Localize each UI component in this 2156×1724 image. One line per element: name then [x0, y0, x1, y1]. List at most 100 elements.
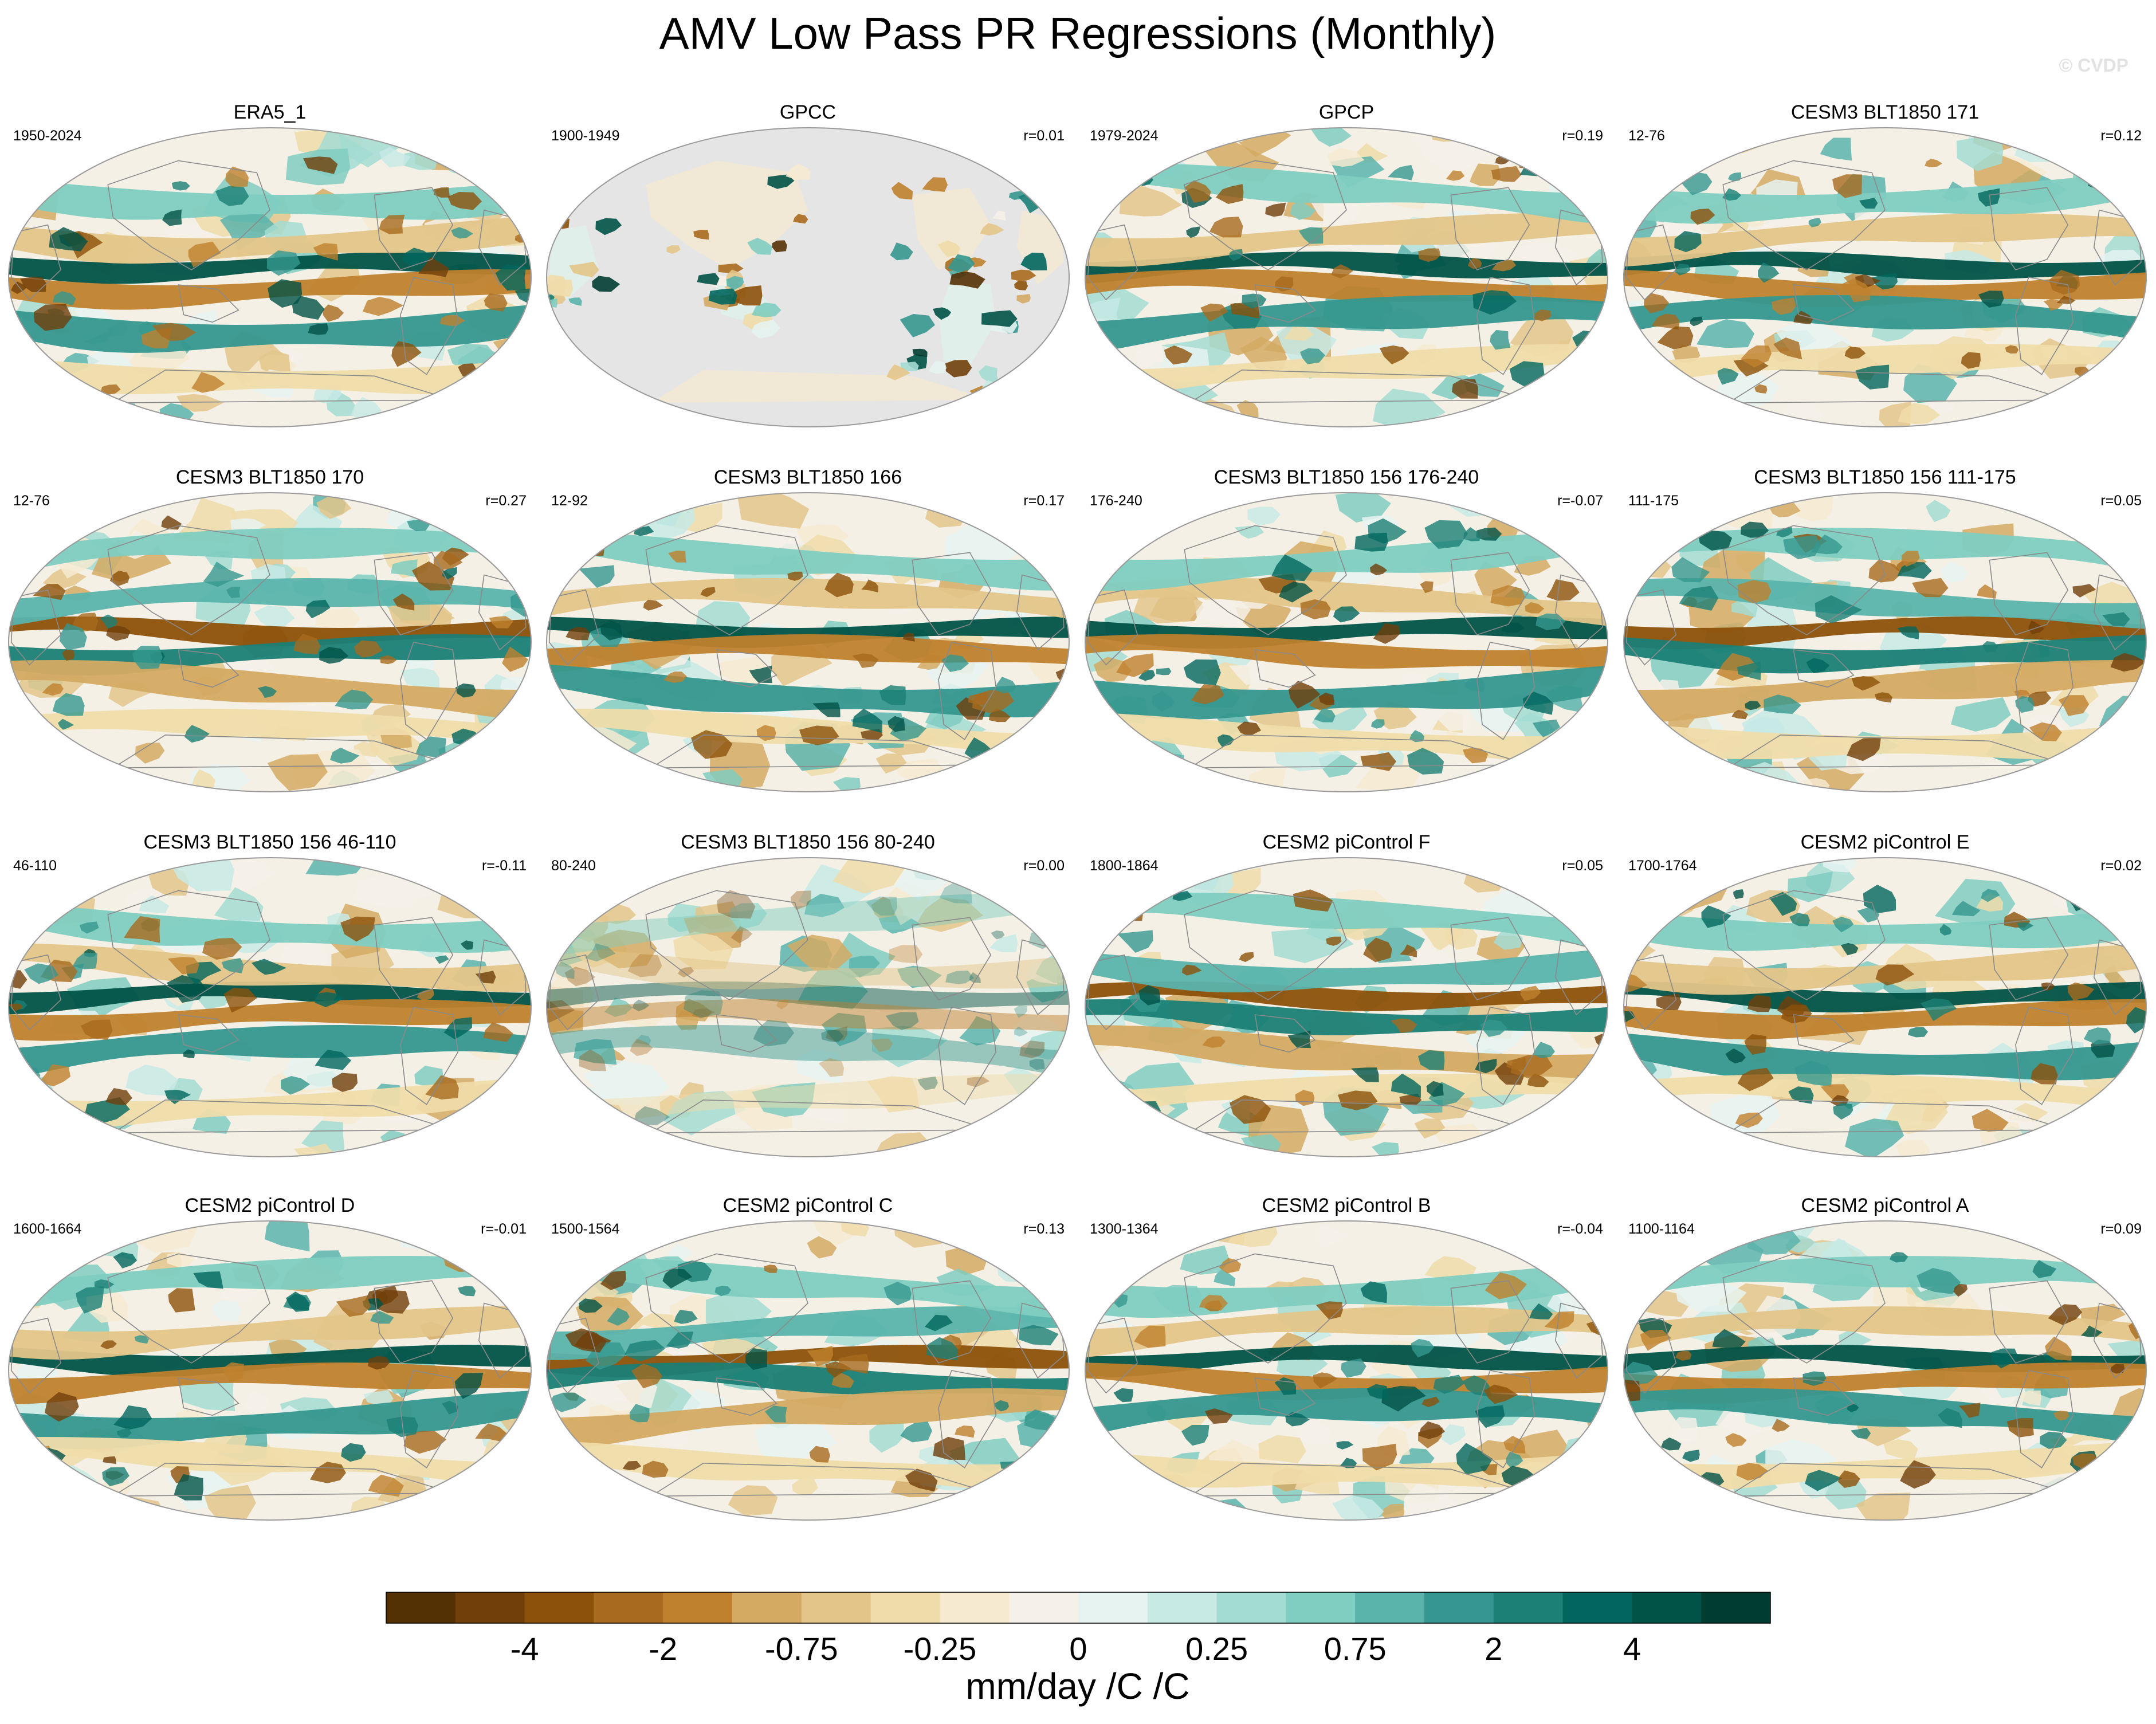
precip-anomaly-blob [1908, 1027, 1929, 1038]
precip-anomaly-blob [1409, 730, 1424, 743]
precip-anomaly-band [9, 1345, 531, 1377]
precip-anomaly-blob [2072, 584, 2096, 598]
precip-anomaly-blob [1113, 1388, 1133, 1403]
precip-anomaly-blob [948, 254, 975, 272]
precip-anomaly-blob [1121, 382, 1134, 392]
coastline [400, 1370, 459, 1468]
precip-anomaly-blob [1991, 1348, 2018, 1369]
map-panel: CESM2 piControl B 1300-1364 r=-0.04 [1085, 1195, 1608, 1521]
precip-anomaly-blob [9, 1496, 44, 1520]
map-outline [1623, 857, 2147, 1157]
precip-anomaly-blob [993, 1400, 1010, 1412]
colorbar-tick-label: -0.75 [765, 1631, 838, 1667]
coastline [107, 160, 270, 270]
precip-anomaly-blob [622, 1460, 642, 1470]
precip-anomaly-blob [1830, 1095, 1849, 1106]
precip-anomaly-blob [889, 945, 923, 964]
precip-anomaly-blob [1820, 1084, 1849, 1100]
coastline [1087, 224, 1138, 301]
precip-anomaly-blob [1624, 1011, 1636, 1025]
precip-anomaly-blob [1228, 249, 1243, 261]
colorbar-swatch [663, 1592, 733, 1623]
coastline [1722, 1253, 1886, 1364]
precip-anomaly-blob [824, 572, 854, 598]
precip-anomaly-blob [1547, 1271, 1608, 1318]
precip-anomaly-band [9, 1025, 531, 1079]
precip-anomaly-blob [1544, 396, 1607, 427]
precip-anomaly-blob [1184, 659, 1221, 685]
precip-anomaly-band [1624, 722, 2146, 760]
precip-anomaly-blob [266, 250, 301, 276]
precip-anomaly-blob [1961, 352, 1981, 369]
precip-anomaly-blob [553, 720, 571, 732]
coastline [1450, 1280, 1530, 1364]
coastline [1476, 1007, 1535, 1105]
coastline [1087, 954, 1138, 1031]
precip-anomaly-blob [1783, 535, 1821, 560]
coastline [10, 1317, 62, 1394]
precip-anomaly-blob [1119, 186, 1183, 217]
coastline [374, 552, 454, 635]
precip-anomaly-blob [1494, 1062, 1525, 1085]
precip-anomaly-blob [1090, 739, 1164, 775]
precip-anomaly-blob [900, 314, 935, 337]
precip-anomaly-blob [502, 646, 529, 672]
precip-anomaly-blob [1995, 1108, 2034, 1135]
precip-anomaly-blob [415, 736, 446, 759]
coastline [645, 1253, 808, 1364]
precip-anomaly-blob [928, 360, 947, 374]
precip-anomaly-blob [1363, 937, 1392, 963]
precip-anomaly-blob [875, 753, 907, 774]
panel-years: 1900-1949 [551, 128, 620, 144]
precip-anomaly-blob [100, 1340, 117, 1349]
precip-anomaly-blob [717, 890, 756, 919]
precip-anomaly-blob [1976, 893, 2004, 912]
precip-anomaly-blob [1191, 684, 1224, 705]
precip-anomaly-blob [1156, 667, 1172, 676]
precip-anomaly-blob [372, 1290, 410, 1314]
precip-anomaly-blob [1373, 623, 1400, 644]
precip-anomaly-blob [1522, 692, 1554, 715]
precip-anomaly-blob [752, 1082, 816, 1117]
precip-anomaly-blob [1205, 1408, 1233, 1424]
coastline [938, 1370, 997, 1468]
precip-anomaly-blob [1502, 623, 1525, 633]
precip-anomaly-blob [1698, 1499, 1729, 1516]
precip-anomaly-blob [102, 1467, 129, 1487]
precip-anomaly-blob [1214, 1269, 1236, 1287]
precip-anomaly-blob [380, 655, 396, 665]
precip-anomaly-band [1085, 344, 1608, 400]
precip-anomaly-blob [1679, 586, 1719, 611]
precip-anomaly-blob [556, 218, 570, 229]
coastline [1989, 917, 2069, 1000]
precip-anomaly-blob [925, 1314, 953, 1332]
precip-anomaly-blob [1018, 1325, 1059, 1346]
panel-title: CESM2 piControl E [1801, 831, 1970, 853]
precip-anomaly-blob [632, 999, 650, 1011]
precip-anomaly-band [1624, 1033, 2146, 1081]
precip-anomaly-blob [392, 593, 415, 611]
precip-anomaly-blob [1744, 1034, 1766, 1055]
precip-anomaly-band [1085, 1451, 1608, 1488]
precip-anomaly-blob [831, 1372, 854, 1388]
precip-anomaly-band [1085, 949, 1608, 993]
precip-anomaly-band [547, 1388, 1069, 1451]
precip-anomaly-blob [1037, 724, 1069, 756]
precip-anomaly-blob [1318, 692, 1335, 705]
precip-anomaly-blob [1247, 506, 1281, 526]
precip-anomaly-blob [980, 223, 1004, 236]
precip-anomaly-blob [33, 584, 66, 600]
precip-anomaly-blob [1265, 202, 1286, 217]
precip-anomaly-blob [968, 692, 988, 705]
precip-anomaly-blob [1029, 1058, 1045, 1070]
panel-correlation: r=0.12 [2100, 128, 2142, 144]
precip-anomaly-blob [1832, 916, 1854, 933]
precip-anomaly-blob [673, 931, 733, 969]
precip-anomaly-blob [584, 943, 616, 962]
precip-anomaly-blob [1776, 527, 1793, 537]
coastline [400, 1007, 459, 1105]
land-field [938, 277, 996, 375]
precip-anomaly-blob [202, 938, 242, 960]
precip-anomaly-blob [959, 1016, 1001, 1046]
precip-anomaly-blob [755, 1414, 838, 1467]
